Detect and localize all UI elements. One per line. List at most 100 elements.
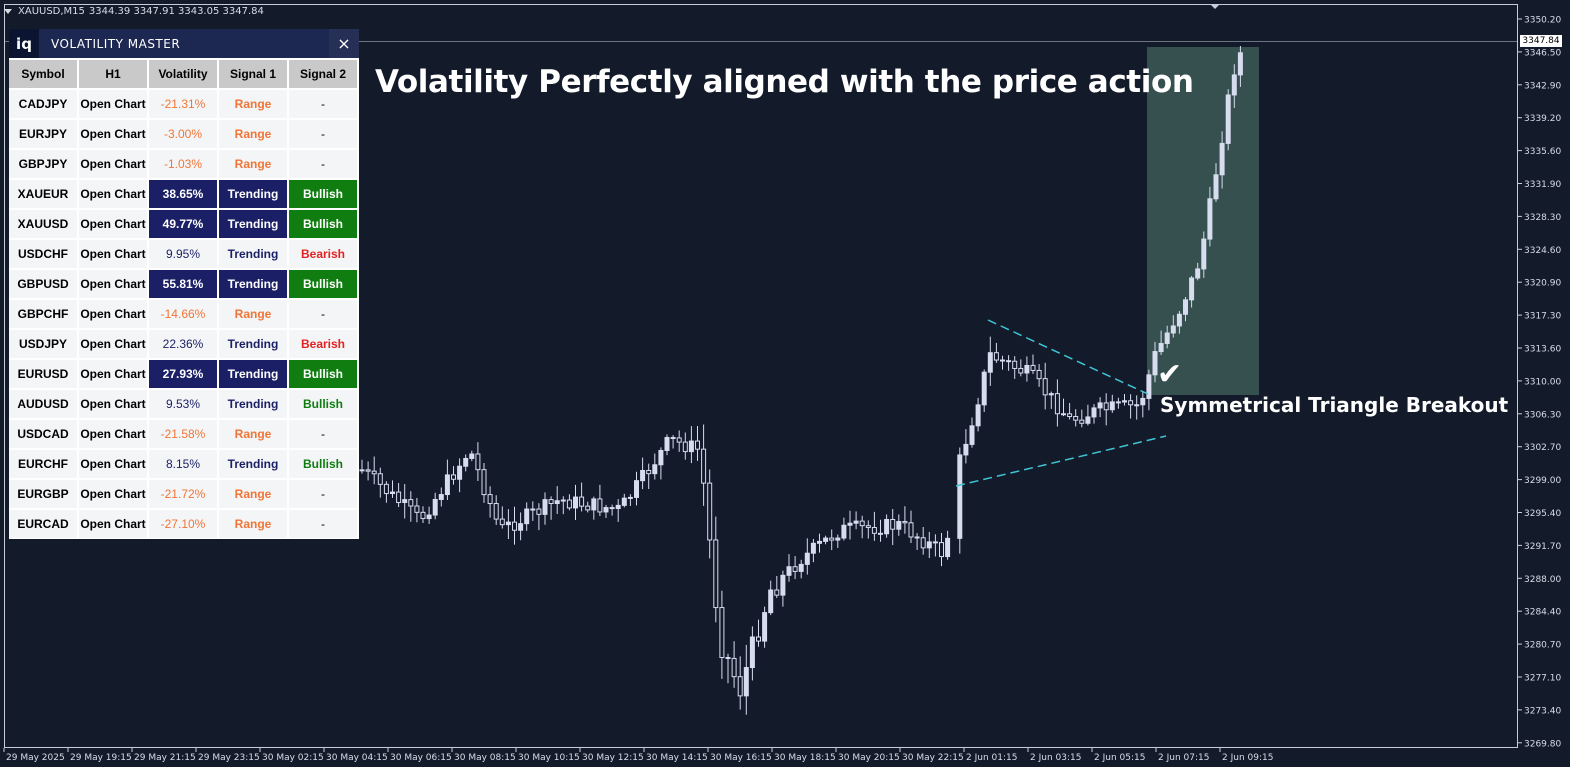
price-tick-label: 3284.40 bbox=[1524, 608, 1561, 618]
open-chart-button[interactable]: Open Chart bbox=[79, 480, 147, 508]
open-chart-button[interactable]: Open Chart bbox=[79, 240, 147, 268]
panel-header[interactable]: iq VOLATILITY MASTER × bbox=[9, 29, 359, 58]
price-tick-label: 3339.20 bbox=[1524, 114, 1561, 124]
candlestick bbox=[914, 536, 920, 539]
iq-logo: iq bbox=[9, 29, 39, 58]
open-chart-button[interactable]: Open Chart bbox=[79, 390, 147, 418]
candlestick bbox=[640, 469, 646, 482]
table-row: EURJPY Open Chart -3.00% Range - bbox=[9, 120, 357, 148]
dropdown-arrow-icon[interactable] bbox=[4, 8, 12, 14]
volatility-cell: -14.66% bbox=[149, 300, 217, 328]
candlestick bbox=[487, 494, 493, 505]
current-price-tag: 3347.84 bbox=[1520, 35, 1562, 47]
close-button[interactable]: × bbox=[329, 29, 359, 58]
candlestick bbox=[713, 539, 719, 609]
candlestick bbox=[896, 521, 902, 530]
table-header-row: Symbol H1 Volatility Signal 1 Signal 2 bbox=[9, 60, 357, 88]
open-chart-button[interactable]: Open Chart bbox=[79, 270, 147, 298]
candlestick bbox=[390, 491, 395, 495]
open-chart-button[interactable]: Open Chart bbox=[79, 210, 147, 238]
candlestick bbox=[1195, 268, 1201, 279]
volatility-cell: -3.00% bbox=[149, 120, 217, 148]
candlestick bbox=[536, 508, 542, 515]
volatility-cell: 8.15% bbox=[149, 450, 217, 478]
time-tick-label: 30 May 10:15 bbox=[518, 753, 580, 763]
candlestick bbox=[1018, 367, 1024, 374]
signal-1-cell: Trending bbox=[219, 450, 287, 478]
symbol-cell: EURGBP bbox=[9, 480, 77, 508]
candlestick bbox=[975, 404, 981, 427]
price-tick-label: 3310.00 bbox=[1524, 377, 1561, 387]
candlestick bbox=[463, 457, 469, 467]
candlestick bbox=[359, 469, 365, 472]
time-tick-label: 2 Jun 03:15 bbox=[1030, 753, 1081, 763]
candlestick bbox=[756, 636, 761, 642]
signal-2-cell: Bullish bbox=[289, 390, 357, 418]
candlestick bbox=[969, 425, 975, 445]
price-tick-label: 3324.60 bbox=[1524, 246, 1561, 256]
table-row: USDJPY Open Chart 22.36% Trending Bearish bbox=[9, 330, 357, 358]
open-chart-button[interactable]: Open Chart bbox=[79, 120, 147, 148]
open-chart-button[interactable]: Open Chart bbox=[79, 150, 147, 178]
signal-2-cell: Bullish bbox=[289, 450, 357, 478]
price-tick-label: 3328.30 bbox=[1524, 213, 1561, 223]
open-chart-button[interactable]: Open Chart bbox=[79, 330, 147, 358]
signal-2-cell: - bbox=[289, 420, 357, 448]
candlestick bbox=[1109, 401, 1115, 411]
symbol-cell: GBPJPY bbox=[9, 150, 77, 178]
price-tick-label: 3291.70 bbox=[1524, 542, 1561, 552]
volatility-cell: 49.77% bbox=[149, 210, 217, 238]
price-tick-label: 3335.60 bbox=[1524, 147, 1561, 157]
chart-symbol-header[interactable]: XAUUSD,M15 3344.39 3347.91 3343.05 3347.… bbox=[4, 3, 264, 19]
signal-1-cell: Range bbox=[219, 120, 287, 148]
candlestick bbox=[573, 496, 578, 509]
candlestick bbox=[1073, 416, 1079, 421]
price-tick-label: 3269.80 bbox=[1524, 739, 1561, 749]
candlestick bbox=[609, 507, 615, 510]
open-chart-button[interactable]: Open Chart bbox=[79, 510, 147, 538]
open-chart-button[interactable]: Open Chart bbox=[79, 360, 147, 388]
candlestick bbox=[1213, 174, 1219, 200]
headline-text: Volatility Perfectly aligned with the pr… bbox=[375, 64, 1194, 100]
time-tick-label: 2 Jun 05:15 bbox=[1094, 753, 1145, 763]
signal-2-cell: Bullish bbox=[289, 360, 357, 388]
candlestick bbox=[786, 566, 792, 576]
open-chart-button[interactable]: Open Chart bbox=[79, 420, 147, 448]
upper-trendline bbox=[987, 319, 1149, 395]
column-header-signal-1: Signal 1 bbox=[219, 60, 287, 88]
candlestick bbox=[371, 470, 377, 475]
time-tick-label: 30 May 02:15 bbox=[262, 753, 324, 763]
candlestick bbox=[585, 505, 591, 511]
candlestick bbox=[1134, 404, 1140, 407]
time-tick-label: 29 May 2025 bbox=[6, 753, 65, 763]
open-chart-button[interactable]: Open Chart bbox=[79, 300, 147, 328]
candlestick bbox=[1042, 378, 1048, 396]
candlestick bbox=[457, 465, 463, 480]
candlestick bbox=[664, 437, 670, 451]
candlestick bbox=[859, 520, 865, 527]
signal-2-cell: - bbox=[289, 150, 357, 178]
lower-trendline bbox=[955, 435, 1167, 487]
candlestick bbox=[1158, 342, 1164, 353]
candlestick bbox=[542, 499, 548, 515]
symbol-cell: USDCAD bbox=[9, 420, 77, 448]
candlestick bbox=[804, 552, 810, 565]
open-chart-button[interactable]: Open Chart bbox=[79, 90, 147, 118]
candlestick bbox=[432, 498, 438, 516]
candlestick bbox=[1207, 198, 1213, 240]
signal-1-cell: Range bbox=[219, 150, 287, 178]
price-tick-label: 3320.90 bbox=[1524, 279, 1561, 289]
candlestick bbox=[475, 453, 481, 471]
candlestick bbox=[1115, 401, 1121, 404]
candlestick bbox=[1036, 369, 1042, 380]
candlestick bbox=[1024, 364, 1030, 374]
time-tick-label: 2 Jun 07:15 bbox=[1158, 753, 1209, 763]
candlestick bbox=[1219, 142, 1225, 176]
candlestick bbox=[1237, 52, 1243, 76]
candlestick bbox=[1201, 238, 1207, 270]
candlestick bbox=[810, 542, 816, 554]
candlestick bbox=[707, 482, 713, 541]
signal-2-cell: - bbox=[289, 90, 357, 118]
open-chart-button[interactable]: Open Chart bbox=[79, 180, 147, 208]
open-chart-button[interactable]: Open Chart bbox=[79, 450, 147, 478]
